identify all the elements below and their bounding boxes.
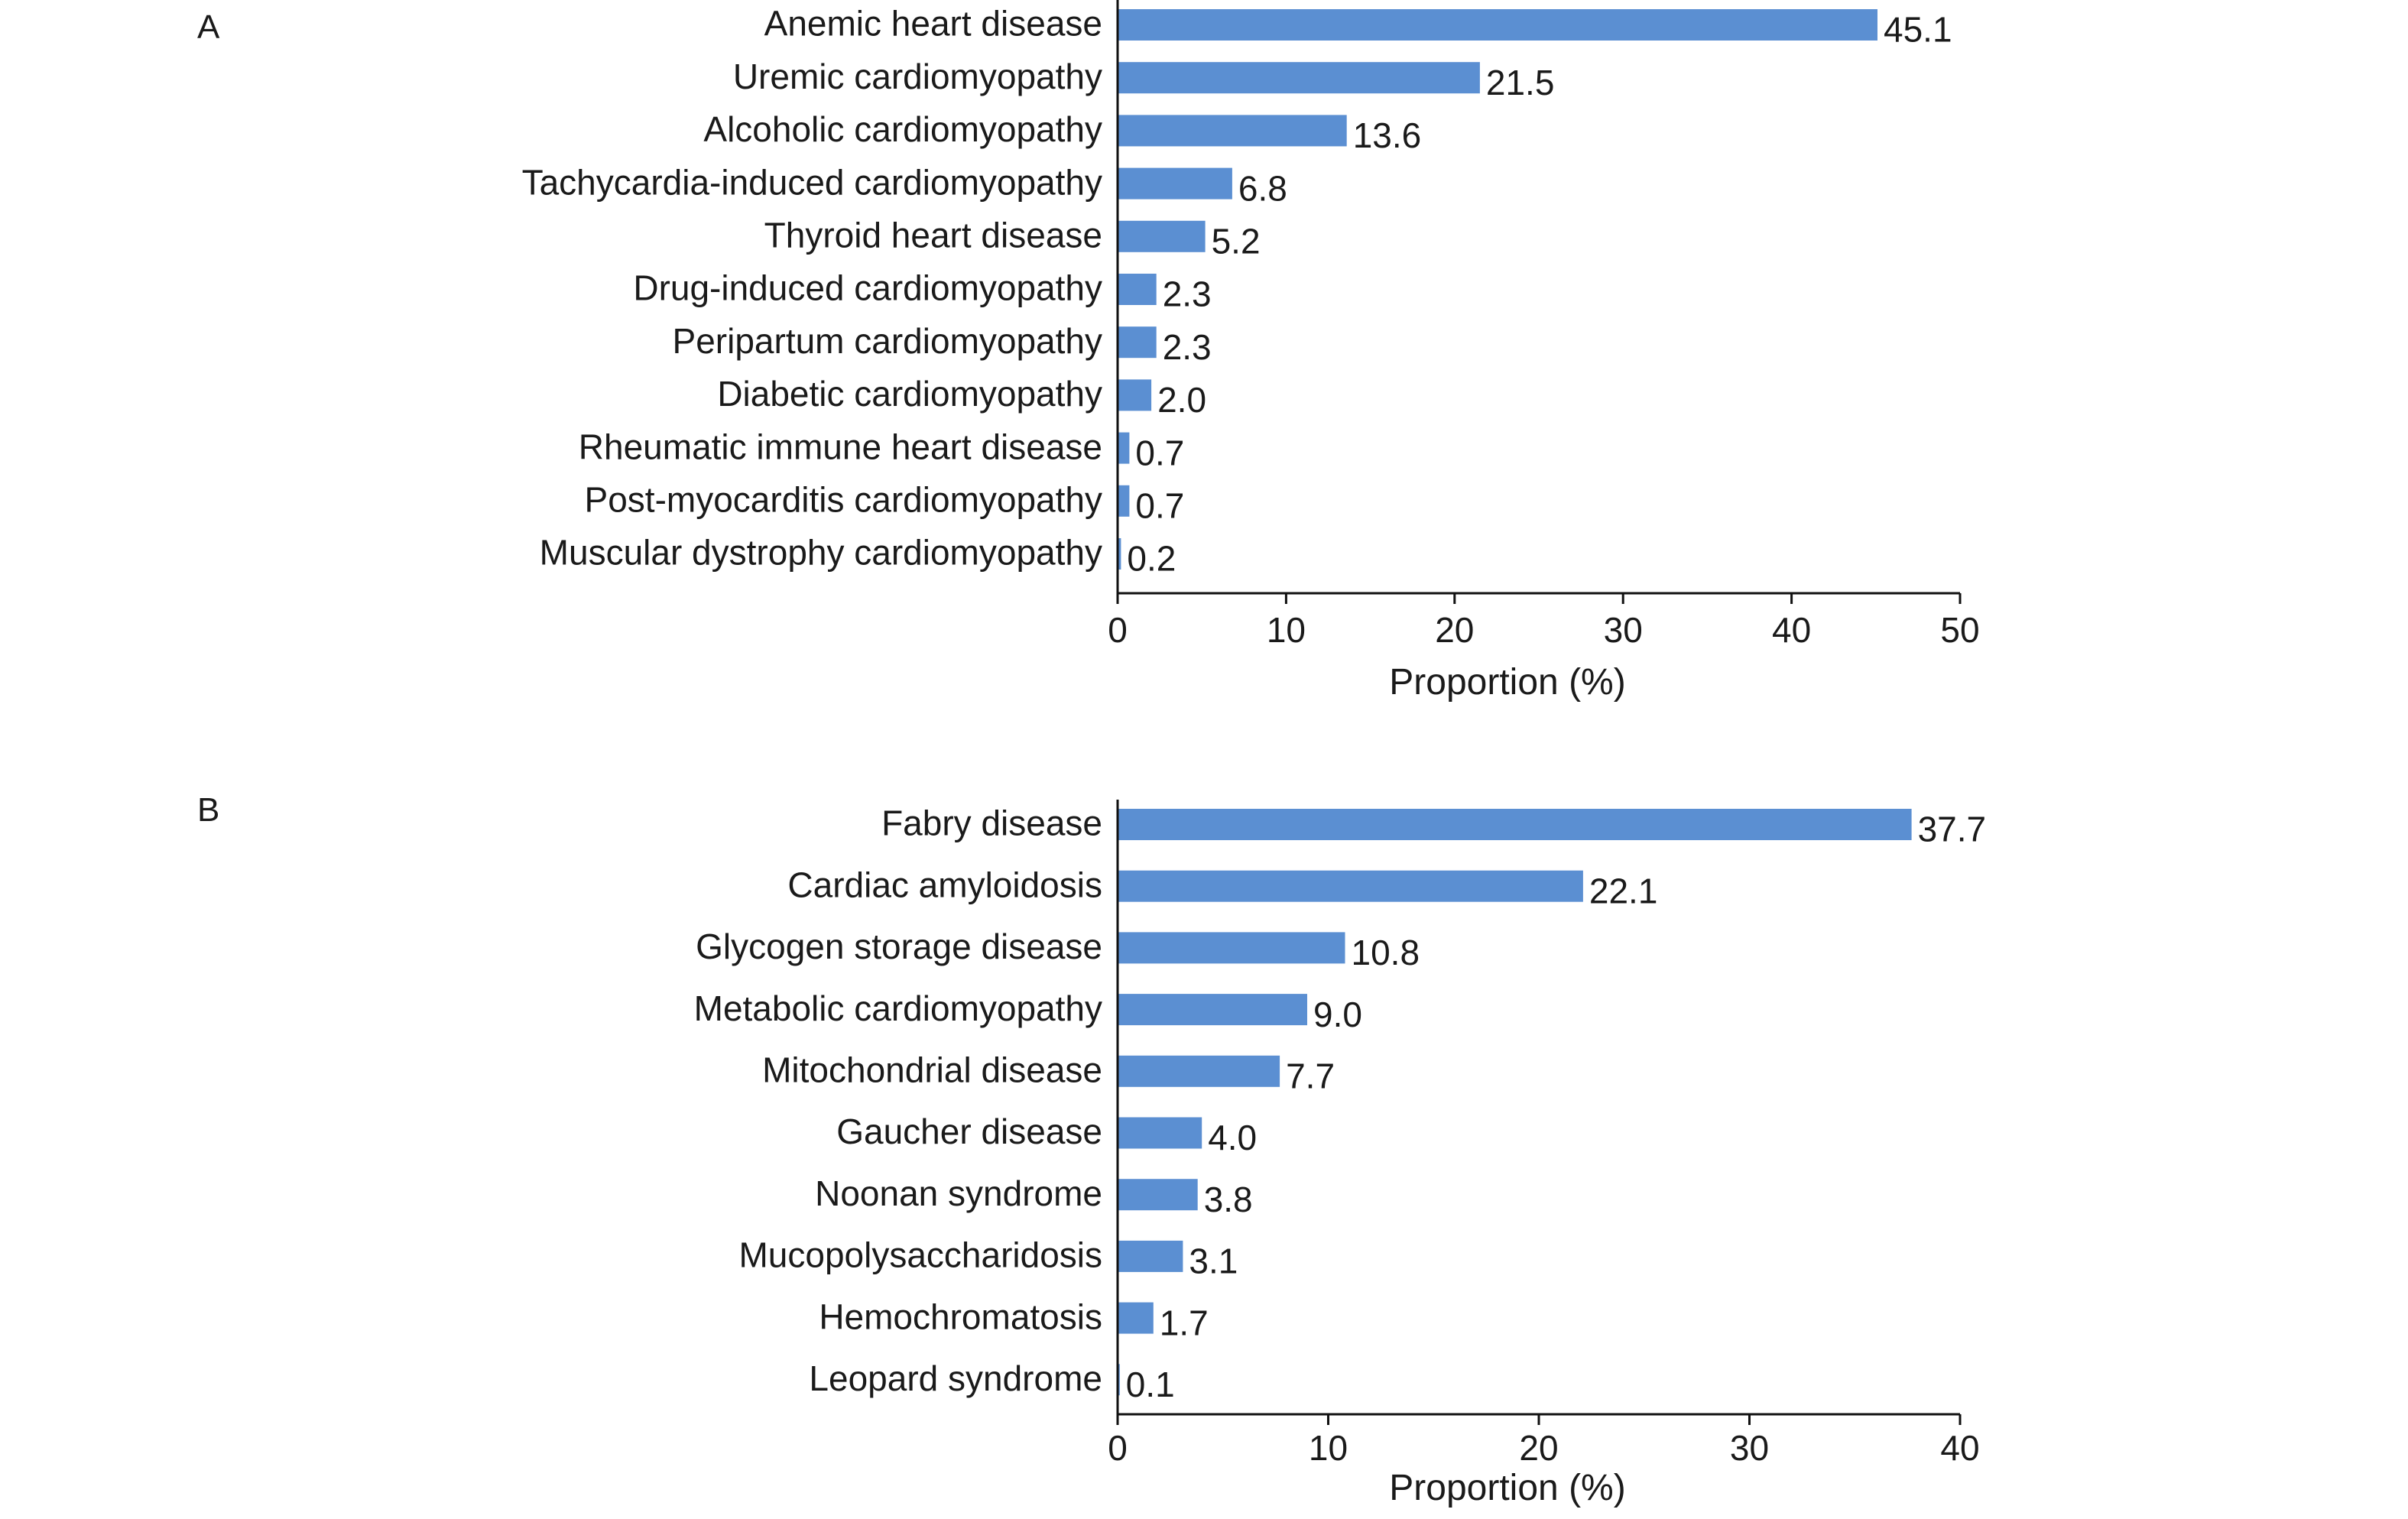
panel-a-value-labels: 45.121.513.66.85.22.32.32.00.70.70.2 [1127,10,1952,579]
panel-b-value-label-mucopolysaccharidosis: 3.1 [1189,1241,1238,1281]
panel-a-category-label-anemic-heart-disease: Anemic heart disease [764,4,1102,44]
panel-b-bar-noonan-syndrome [1118,1179,1198,1211]
panel-b-category-label-gaucher-disease: Gaucher disease [836,1112,1102,1151]
panel-a-category-label-peripartum-cardiomyopathy: Peripartum cardiomyopathy [673,321,1102,361]
panel-a-bar-alcoholic-cardiomyopathy [1118,115,1347,147]
panel-a-letter: A [197,8,220,46]
panel-a-bar-post-myocarditis-cardiomyopathy [1118,485,1130,517]
panel-a-x-tick-label-20: 20 [1435,610,1474,650]
panel-b-x-axis-title: Proportion (%) [1389,1468,1625,1508]
panel-a-category-label-tachycardia-induced-cardiomyopathy: Tachycardia-induced cardiomyopathy [522,162,1102,202]
panel-b-value-label-noonan-syndrome: 3.8 [1204,1180,1253,1219]
panel-b-chart: B Fabry disease Cardiac amyloidosis Glycog… [197,791,1986,1508]
panel-a-bar-uremic-cardiomyopathy [1118,62,1480,94]
panel-b-category-label-noonan-syndrome: Noonan syndrome [815,1173,1102,1213]
panel-b-category-label-mitochondrial-disease: Mitochondrial disease [762,1050,1102,1089]
panel-a-value-label-thyroid-heart-disease: 5.2 [1212,221,1261,261]
panel-b-x-tick-label-30: 30 [1730,1428,1769,1468]
panel-b-letter: B [197,791,219,829]
panel-a-x-tick-label-50: 50 [1940,610,1979,650]
panel-b-x-tick-label-0: 0 [1108,1428,1128,1468]
panel-b-category-label-metabolic-cardiomyopathy: Metabolic cardiomyopathy [694,988,1102,1028]
panel-a-tick-labels: 0 10 20 30 40 50 [1108,610,1979,650]
panel-a-category-label-post-myocarditis-cardiomyopathy: Post-myocarditis cardiomyopathy [585,479,1102,519]
panel-a-chart: A Anemic heart disease Uremic cardiomyopa… [197,0,1980,703]
panel-a-value-label-uremic-cardiomyopathy: 21.5 [1486,63,1555,102]
panel-a-bar-thyroid-heart-disease [1118,220,1206,252]
panel-a-category-label-drug-induced-cardiomyopathy: Drug-induced cardiomyopathy [633,268,1102,308]
panel-b-bar-gaucher-disease [1118,1117,1202,1149]
panel-a-bar-rheumatic-immune-heart-disease [1118,432,1130,464]
panel-a-value-label-peripartum-cardiomyopathy: 2.3 [1163,327,1212,367]
panel-b-value-label-fabry-disease: 37.7 [1918,810,1987,849]
panel-a-category-label-uremic-cardiomyopathy: Uremic cardiomyopathy [733,57,1102,96]
panel-a-bars [1118,9,1877,570]
panel-b-bar-metabolic-cardiomyopathy [1118,994,1307,1026]
panel-a-value-label-diabetic-cardiomyopathy: 2.0 [1157,380,1206,420]
panel-b-value-label-glycogen-storage-disease: 10.8 [1352,933,1420,972]
panel-a-axes [1116,0,1962,604]
panel-b-category-label-fabry-disease: Fabry disease [881,803,1102,843]
panel-b-axes [1116,800,1962,1425]
panel-b-bar-fabry-disease [1118,809,1912,840]
panel-b-tick-labels: 0 10 20 30 40 [1108,1428,1979,1468]
panel-b-category-label-leopard-syndrome: Leopard syndrome [809,1358,1102,1398]
panel-a-category-label-rheumatic-immune-heart-disease: Rheumatic immune heart disease [579,427,1102,466]
panel-b-category-label-cardiac-amyloidosis: Cardiac amyloidosis [787,865,1102,904]
panel-a-value-label-tachycardia-induced-cardiomyopathy: 6.8 [1238,168,1287,208]
panel-a-value-label-drug-induced-cardiomyopathy: 2.3 [1163,274,1212,314]
panel-b-bars [1118,809,1912,1396]
panel-b-value-labels: 37.7 22.1 10.8 9.0 7.7 4.0 3.8 3.1 1.7 0.1 [1126,810,1986,1404]
panel-a-bar-anemic-heart-disease [1118,9,1877,41]
panel-b-value-label-hemochromatosis: 1.7 [1160,1303,1209,1342]
panel-b-value-label-leopard-syndrome: 0.1 [1126,1365,1175,1404]
panel-b-category-label-hemochromatosis: Hemochromatosis [819,1297,1102,1336]
panel-b-value-label-gaucher-disease: 4.0 [1208,1118,1257,1157]
panel-b-x-tick-label-20: 20 [1519,1428,1558,1468]
panel-a-bar-peripartum-cardiomyopathy [1118,326,1157,359]
panel-a-bar-muscular-dystrophy-cardiomyopathy [1118,538,1121,570]
panel-a-bar-drug-induced-cardiomyopathy [1118,274,1157,305]
panel-b-bar-cardiac-amyloidosis [1118,870,1583,902]
panel-b-value-label-metabolic-cardiomyopathy: 9.0 [1313,995,1362,1034]
panel-a-value-label-muscular-dystrophy-cardiomyopathy: 0.2 [1127,539,1176,579]
panel-a-category-label-diabetic-cardiomyopathy: Diabetic cardiomyopathy [717,374,1102,414]
panel-b-bar-glycogen-storage-disease [1118,932,1345,964]
panel-b-category-label-glycogen-storage-disease: Glycogen storage disease [696,927,1102,966]
panel-b-x-tick-label-10: 10 [1309,1428,1348,1468]
panel-b-x-tick-label-40: 40 [1940,1428,1979,1468]
panel-b-value-label-mitochondrial-disease: 7.7 [1286,1056,1335,1095]
panel-a-bar-tachycardia-induced-cardiomyopathy [1118,167,1232,200]
panel-a-value-label-rheumatic-immune-heart-disease: 0.7 [1135,433,1184,472]
panel-a-category-label-muscular-dystrophy-cardiomyopathy: Muscular dystrophy cardiomyopathy [540,533,1102,573]
panel-a-bar-diabetic-cardiomyopathy [1118,379,1152,411]
panel-a-x-axis-title: Proportion (%) [1389,662,1625,703]
panel-b-value-label-cardiac-amyloidosis: 22.1 [1589,871,1658,910]
panel-b-category-label-mucopolysaccharidosis: Mucopolysaccharidosis [738,1235,1102,1275]
panel-a-category-label-thyroid-heart-disease: Thyroid heart disease [764,215,1102,255]
panel-a-value-label-post-myocarditis-cardiomyopathy: 0.7 [1135,485,1184,525]
panel-b-bar-hemochromatosis [1118,1302,1154,1334]
panel-a-value-label-anemic-heart-disease: 45.1 [1884,10,1952,50]
panel-a-x-tick-label-30: 30 [1604,610,1643,650]
panel-b-bar-mitochondrial-disease [1118,1055,1280,1087]
panel-a-category-labels: Anemic heart disease Uremic cardiomyopath… [522,4,1102,573]
panel-b-bar-mucopolysaccharidosis [1118,1240,1183,1272]
panel-a-category-label-alcoholic-cardiomyopathy: Alcoholic cardiomyopathy [703,109,1102,149]
panel-a-value-label-alcoholic-cardiomyopathy: 13.6 [1353,115,1422,155]
panel-a-x-tick-label-0: 0 [1108,610,1128,650]
panel-b-category-labels: Fabry disease Cardiac amyloidosis Glycogen… [694,803,1102,1398]
panel-a-x-tick-label-10: 10 [1267,610,1306,650]
panel-a-x-tick-label-40: 40 [1772,610,1811,650]
